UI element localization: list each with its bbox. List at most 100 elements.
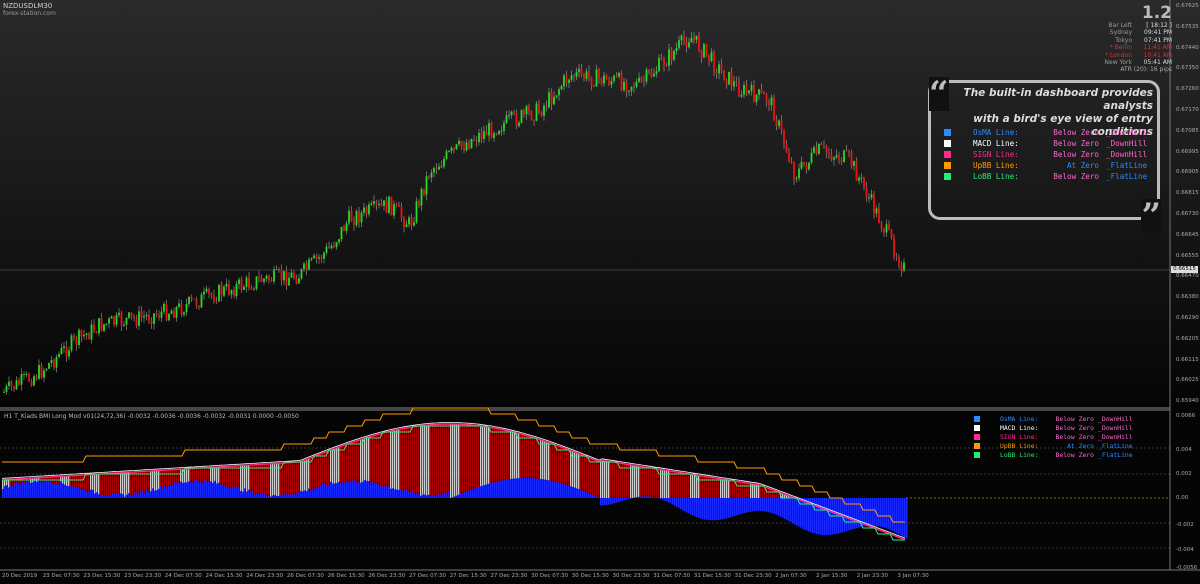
time-axis-label: 26 Dec 23:30: [368, 573, 406, 579]
session-info-panel: 1.2 Bar Left [ 18:12 ] Sydney 09:41 PM Tokyo…: [1105, 4, 1172, 74]
dashboard-row: SIGN Line: Below Zero _DownHill: [944, 149, 1156, 160]
info-row: Bar Left [ 18:12 ]: [1105, 22, 1172, 29]
info-row-label: Tokyo: [1115, 36, 1132, 44]
dashboard-row: LoBB Line: Below Zero _FlatLine: [944, 171, 1156, 182]
info-row: New York 05:41 AM: [1105, 59, 1172, 66]
dashboard-line-name: MACD Line:: [1000, 423, 1039, 432]
time-axis-label: 20 Dec 2019: [2, 573, 38, 579]
dashboard-line-trend: _DownHill: [1106, 139, 1148, 148]
dashboard-row: UpBB Line: At Zero _FlatLine: [974, 442, 1140, 451]
time-axis-label: 27 Dec 07:30: [409, 573, 446, 579]
info-row-value: 10:41 AM: [1143, 51, 1172, 59]
symbol-title: NZDUSDLM30: [3, 2, 53, 10]
time-axis-label: 2 Jan 15:30: [816, 573, 848, 579]
info-row: * Berlin 11:41 AM: [1105, 44, 1172, 51]
dashboard-line-trend: _DownHill: [1106, 128, 1148, 137]
dashboard-line-status: Below Zero: [1055, 451, 1094, 460]
price-axis-label: 0.66995: [1176, 148, 1199, 155]
price-axis-label: 0.67535: [1176, 23, 1199, 30]
price-axis-label: 0.66205: [1176, 335, 1199, 342]
dashboard-line-status: Below Zero: [1055, 432, 1094, 441]
dashboard-line-trend: _DownHill: [1098, 414, 1133, 423]
dashboard-line-name: UpBB Line:: [973, 161, 1019, 170]
dashboard-line-trend: _DownHill: [1106, 150, 1148, 159]
time-axis-label: 30 Dec 15:30: [571, 573, 609, 579]
dashboard-line-name: LoBB Line:: [1000, 451, 1039, 460]
price-axis-label: 0.67440: [1176, 44, 1199, 51]
price-axis-label: 0.66555: [1176, 252, 1199, 259]
price-axis-label: 0.66905: [1176, 169, 1199, 176]
callout-line-2: with a bird's eye view of entry conditio…: [973, 113, 1153, 138]
dashboard-row: MACD Line: Below Zero _DownHill: [944, 138, 1156, 149]
time-axis-label: 27 Dec 15:30: [449, 573, 487, 579]
time-axis-label: 23 Dec 07:30: [42, 573, 80, 579]
dashboard-row: LoBB Line: Below Zero _FlatLine: [974, 451, 1140, 460]
color-swatch-icon: [944, 173, 951, 180]
dashboard-small: OsMA Line: Below Zero _DownHill MACD Line: B…: [974, 414, 1140, 460]
sign-line: [1, 423, 906, 541]
dashboard-row: OsMA Line: Below Zero _DownHill: [944, 127, 1156, 138]
price-axis-label: 0.66470: [1176, 273, 1199, 280]
info-row: Tokyo 07:41 PM: [1105, 37, 1172, 44]
callout-text: The built-in dashboard provides analysts…: [961, 87, 1153, 139]
time-axis-label: 27 Dec 23:30: [490, 573, 528, 579]
dashboard-line-trend: _FlatLine: [1106, 172, 1148, 181]
color-swatch-icon: [944, 129, 951, 136]
info-row-label: Bar Left: [1108, 22, 1132, 29]
dashboard-line-status: At Zero: [1066, 161, 1099, 170]
dashboard-row: UpBB Line: At Zero _FlatLine: [944, 160, 1156, 171]
dashboard-large: OsMA Line: Below Zero _DownHill MACD Line: B…: [944, 127, 1156, 182]
price-axis-label: 0.67085: [1176, 127, 1199, 134]
dashboard-line-status: At Zero: [1067, 442, 1094, 451]
open-quote-icon: “: [929, 74, 949, 114]
dashboard-line-name: OsMA Line:: [973, 128, 1019, 137]
indicator-axis-label: -0.002: [1176, 522, 1194, 528]
indicator-axis-label: -0.004: [1176, 547, 1194, 553]
dashboard-line-name: SIGN Line:: [973, 150, 1019, 159]
price-axis-label: 0.66380: [1176, 294, 1199, 301]
dashboard-line-name: SIGN Line:: [1000, 432, 1039, 441]
price-axis-label: 0.67350: [1176, 65, 1199, 72]
dashboard-line-trend: _FlatLine: [1106, 161, 1148, 170]
time-axis-label: 24 Dec 07:30: [164, 573, 202, 579]
dashboard-row: MACD Line: Below Zero _DownHill: [974, 423, 1140, 432]
time-axis-label: 26 Dec 15:30: [327, 573, 365, 579]
dashboard-line-trend: _DownHill: [1098, 423, 1133, 432]
dashboard-row: OsMA Line: Below Zero _DownHill: [974, 414, 1140, 423]
dashboard-line-status: Below Zero: [1053, 172, 1099, 181]
time-axis-label: 31 Dec 07:30: [653, 573, 691, 579]
price-axis-label: 0.66645: [1176, 231, 1199, 238]
dashboard-line-status: Below Zero: [1055, 414, 1094, 423]
color-swatch-icon: [974, 443, 980, 450]
indicator-axis-label: 0.004: [1176, 447, 1192, 453]
info-row-label: * London: [1105, 51, 1132, 59]
color-swatch-icon: [974, 452, 980, 459]
atr-readout: ATR (20): 16 pips: [1120, 66, 1172, 74]
price-axis-label: 0.66025: [1176, 377, 1199, 384]
indicator-title: H1 T_Kiads BMI Long Mod v01(24,72,36) -0…: [4, 413, 299, 420]
time-axis-label: 24 Dec 23:30: [246, 573, 284, 579]
info-row-value: 07:41 PM: [1144, 36, 1172, 44]
price-axis-label: 0.66290: [1176, 315, 1199, 321]
info-row-label: Sydney: [1109, 29, 1132, 37]
current-price-tag: 0.66515: [1171, 266, 1198, 273]
color-swatch-icon: [974, 424, 980, 431]
callout-line-1: The built-in dashboard provides analysts: [963, 87, 1153, 112]
color-swatch-icon: [974, 415, 980, 422]
time-axis-label: 31 Dec 23:30: [734, 573, 772, 579]
time-axis-label: 30 Dec 07:30: [531, 573, 569, 579]
info-big-value: 1.2: [1141, 3, 1172, 23]
indicator-axis-label: -0.0056: [1176, 565, 1198, 571]
chart-title: NZDUSDLM30 forex-station.com: [3, 2, 56, 18]
info-row-label: * Berlin: [1109, 44, 1132, 52]
info-row-value: 05:41 AM: [1143, 59, 1172, 67]
info-row: Sydney 09:41 PM: [1105, 29, 1172, 36]
info-row-value: 11:41 AM: [1143, 44, 1172, 52]
price-axis-label: 0.65940: [1176, 398, 1199, 405]
upbb-line: [2, 407, 905, 523]
time-axis-label: 23 Dec 23:30: [124, 573, 162, 579]
info-row-value: [ 18:12 ]: [1146, 22, 1172, 29]
dashboard-line-trend: _FlatLine: [1098, 442, 1133, 451]
